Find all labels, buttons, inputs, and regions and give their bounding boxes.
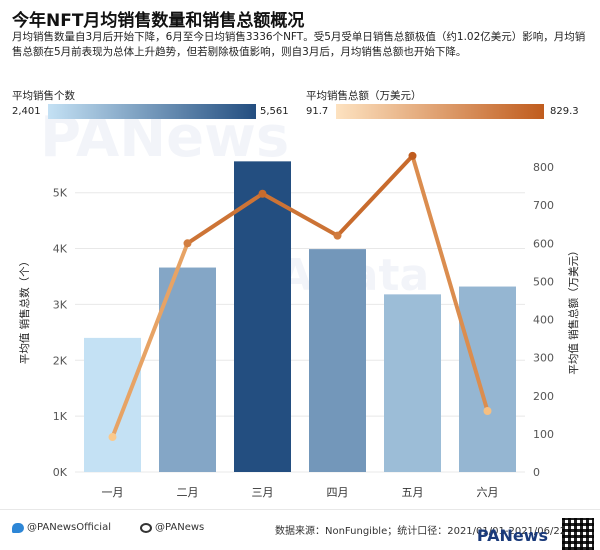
line-point: [408, 151, 417, 160]
x-tick-label: 一月: [102, 486, 124, 499]
y-right-tick-label: 0: [533, 466, 540, 479]
y-right-tick-label: 100: [533, 428, 554, 441]
line-point: [333, 231, 342, 240]
line-segment: [185, 191, 265, 246]
y-left-tick-label: 4K: [53, 243, 68, 256]
combo-chart: 0K 1K 2K 3K 4K 5K 0 100 200 300 400 500 600 700 800 平均值…: [18, 151, 580, 499]
line-point: [108, 433, 117, 442]
twitter-handle: @PANewsOfficial: [27, 522, 111, 533]
footer-weibo: @PANews: [140, 522, 204, 533]
legend-amount-max: 829.3: [550, 106, 579, 117]
y-left-tick-label: 0K: [53, 466, 68, 479]
line-segment: [260, 191, 340, 238]
data-source: 数据来源：NonFungible；统计口径：2021/01/01-2021/06…: [275, 526, 567, 537]
legend-amount-label: 平均销售总额（万美元）: [306, 90, 422, 102]
y-right-tick-label: 200: [533, 390, 554, 403]
y-right-tick-label: 600: [533, 237, 554, 250]
bar: [234, 161, 291, 473]
x-tick-label: 二月: [177, 486, 199, 499]
legend-count-min: 2,401: [12, 106, 41, 117]
legend-count-gradient: [48, 104, 256, 119]
x-tick-label: 五月: [402, 486, 424, 499]
weibo-icon: [140, 522, 152, 533]
y-left-tick-label: 3K: [53, 298, 68, 311]
weibo-handle: @PANews: [155, 522, 205, 533]
legend-amount-min: 91.7: [306, 106, 329, 117]
y-left-axis-title: 平均值 销售总数（个）: [18, 256, 31, 364]
bar: [459, 286, 516, 472]
line-point: [258, 189, 267, 198]
legend-count-label: 平均销售个数: [12, 90, 75, 102]
bar: [384, 294, 441, 472]
x-tick-label: 三月: [252, 486, 274, 499]
y-right-tick-label: 500: [533, 275, 554, 288]
y-right-axis-title: 平均值 销售总额（万美元）: [567, 245, 580, 374]
line-point: [183, 239, 192, 248]
legend-amount-gradient: [336, 104, 544, 119]
qr-code: [562, 518, 594, 550]
footer-twitter: @PANewsOfficial: [12, 522, 111, 533]
chart-title: 今年NFT月均销售数量和销售总额概况: [12, 11, 305, 31]
y-right-tick-label: 700: [533, 199, 554, 212]
line-segment: [410, 153, 490, 414]
bar: [159, 267, 216, 472]
legend-count-max: 5,561: [260, 106, 289, 117]
footer: @PANewsOfficial @PANews 数据来源：NonFungible…: [0, 509, 600, 550]
line-segment: [110, 241, 190, 440]
x-tick-label: 六月: [477, 486, 499, 499]
twitter-icon: [12, 522, 24, 533]
y-left-tick-label: 2K: [53, 354, 68, 367]
panews-logo: PANews: [476, 526, 548, 545]
y-right-tick-label: 300: [533, 352, 554, 365]
bar: [84, 337, 141, 472]
bar: [309, 249, 366, 472]
chart-subtitle: 月均销售数量自3月后开始下降，6月至今日均销售3336个NFT。受5月受单日销售…: [12, 31, 586, 58]
line-point: [483, 407, 492, 416]
y-left-tick-label: 5K: [53, 187, 68, 200]
y-left-tick-label: 1K: [53, 410, 68, 423]
x-tick-label: 四月: [327, 486, 349, 499]
line-segment: [335, 153, 415, 238]
y-right-tick-label: 400: [533, 314, 554, 327]
y-right-tick-label: 800: [533, 161, 554, 174]
